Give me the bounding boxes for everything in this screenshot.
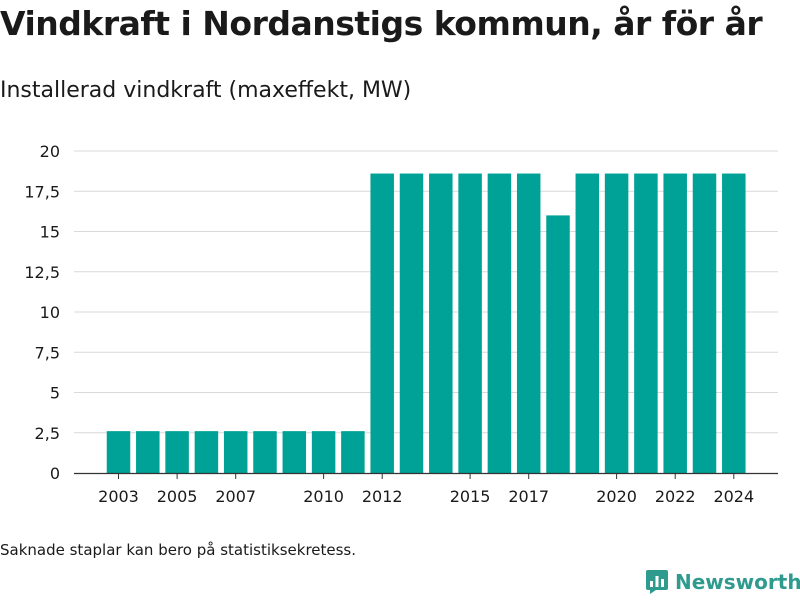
x-tick-label: 2010 xyxy=(303,487,344,506)
y-tick-label: 5 xyxy=(50,384,60,403)
x-tick-label: 2020 xyxy=(596,487,637,506)
bar-2012 xyxy=(370,173,394,474)
bar-2020 xyxy=(604,173,629,474)
bar-2009 xyxy=(282,431,307,473)
bar-2006 xyxy=(194,431,219,473)
y-tick-label: 2,5 xyxy=(35,424,60,443)
newsworthy-logo-icon xyxy=(646,570,668,594)
bar-2011 xyxy=(341,431,365,473)
y-tick-label: 15 xyxy=(40,223,60,242)
x-tick-label: 2024 xyxy=(713,487,754,506)
x-tick-label: 2003 xyxy=(98,487,139,506)
bar-2005 xyxy=(165,431,189,473)
chart-subtitle: Installerad vindkraft (maxeffekt, MW) xyxy=(0,78,412,103)
bar-2017 xyxy=(516,173,541,474)
y-tick-label: 10 xyxy=(40,303,60,322)
x-tick-label: 2022 xyxy=(655,487,696,506)
bar-2014 xyxy=(429,173,453,474)
chart-title: Vindkraft i Nordanstigs kommun, år för å… xyxy=(0,4,763,43)
footnote: Saknade staplar kan bero på statistiksek… xyxy=(0,541,357,559)
bar-2007 xyxy=(223,431,248,473)
bar-2003 xyxy=(106,431,131,473)
bar-2008 xyxy=(253,431,277,473)
bar-2004 xyxy=(136,431,160,473)
bar-2021 xyxy=(634,173,658,474)
brand-name: Newsworthy xyxy=(675,570,800,594)
x-tick-label: 2005 xyxy=(157,487,198,506)
bar-2010 xyxy=(311,431,336,473)
y-tick-label: 17,5 xyxy=(24,182,60,201)
brand-logo: Newsworthy xyxy=(645,569,800,595)
x-tick-label: 2007 xyxy=(215,487,256,506)
x-tick-label: 2017 xyxy=(508,487,549,506)
x-tick-label: 2015 xyxy=(450,487,491,506)
bar-2016 xyxy=(487,173,512,474)
x-tick-label: 2012 xyxy=(362,487,403,506)
y-tick-label: 7,5 xyxy=(35,343,60,362)
bar-2015 xyxy=(458,173,482,474)
bar-2013 xyxy=(399,173,424,474)
y-tick-label: 12,5 xyxy=(24,263,60,282)
bar-2023 xyxy=(692,173,717,474)
y-tick-label: 0 xyxy=(50,464,60,483)
bar-2019 xyxy=(575,173,600,474)
bar-chart: 0 2,5 5 7,5 10 12,5 15 17,5 20 2003 2005 2007 2010 20… xyxy=(24,142,778,506)
bar-2024 xyxy=(722,173,746,474)
y-tick-label: 20 xyxy=(40,142,60,161)
bar-2018 xyxy=(546,215,570,473)
bar-2022 xyxy=(663,173,687,474)
